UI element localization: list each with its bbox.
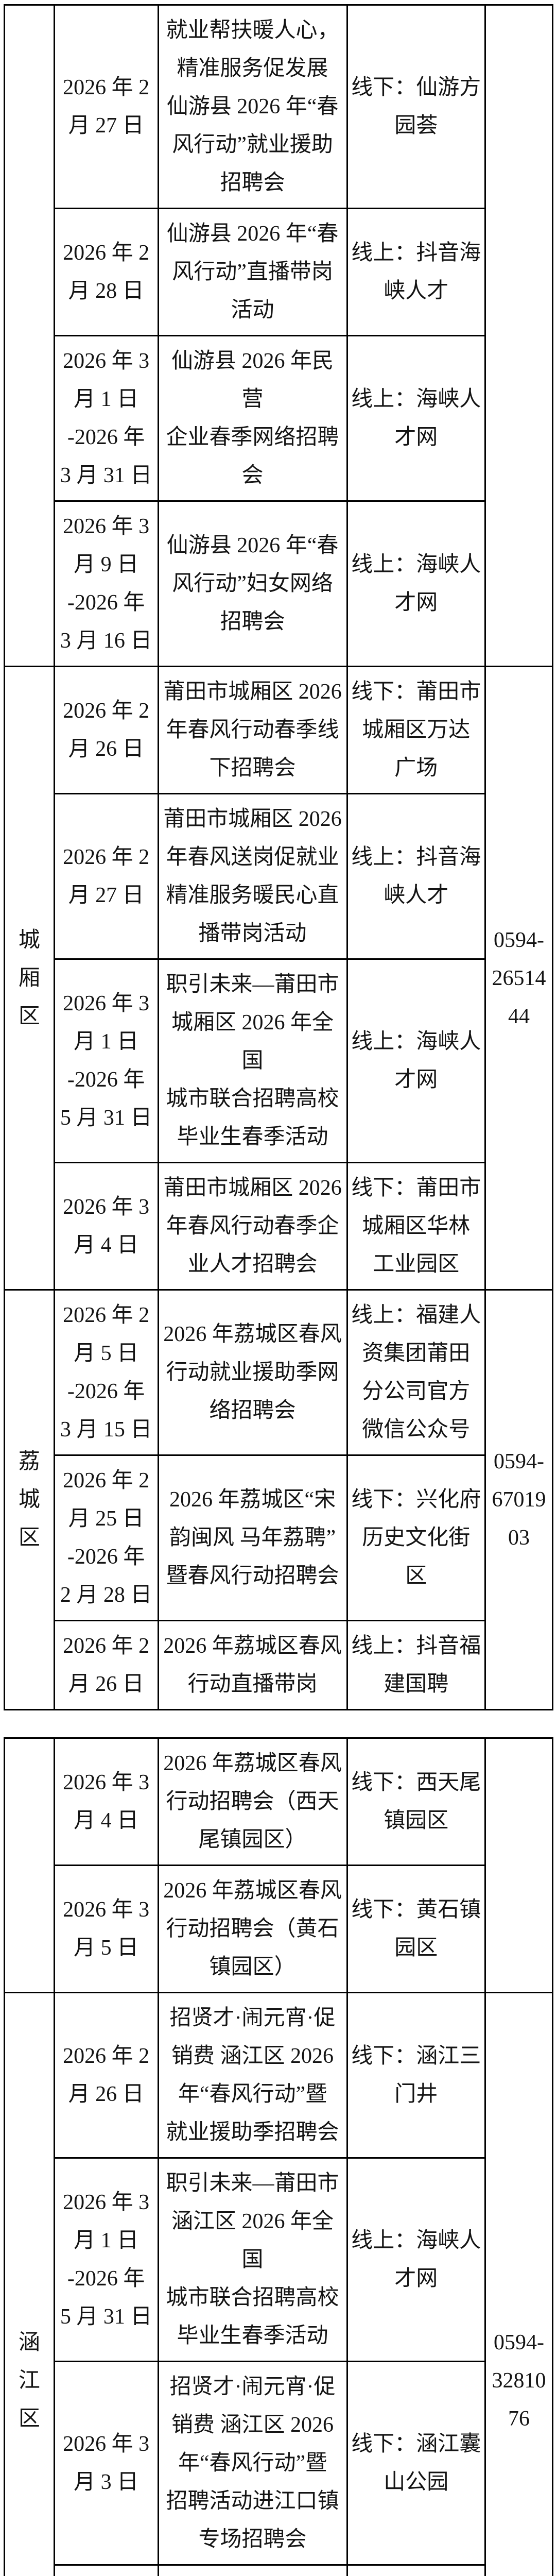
district-cell (4, 1737, 55, 1993)
location-cell: 线下：兴化府 历史文化街 区 (346, 1454, 486, 1621)
date-cell: 2026 年 2 月 27 日 (53, 793, 159, 960)
table-row: 2026 年 3 月 9 日 -2026 年 3 月 16 日 仙游县 2026… (5, 500, 553, 667)
location-cell: 线下：仙游方 园荟 (346, 4, 486, 209)
location-cell: 线下：莆田市 城厢区华林 工业园区 (346, 1162, 486, 1291)
event-cell: 2026 年荔城区“宋 韵闽风 马年荔聘” 暨春风行动招聘会 (157, 1454, 348, 1621)
table-row: 涵 江 区 2026 年 2 月 26 日 招贤才·闹元宵·促 销费 涵江区 2… (4, 1992, 554, 2576)
district-cell: 涵 江 区 (4, 1992, 55, 2576)
event-cell: 仙游县 2026 年民营 企业春季网络招聘 会 (157, 335, 348, 502)
location-cell: 线上：福建人 资集团莆田 分公司官方 微信公众号 (346, 1289, 486, 1456)
date-cell: 2026 年 3 月 1 日 -2026 年 5 月 31 日 (53, 958, 159, 1163)
phone-cell: 0594- 26514 44 (484, 666, 554, 1291)
location-cell: 线上：海峡人 才网 (346, 2157, 486, 2362)
table-row: 城 厢 区 2026 年 2 月 26 日 莆田市城厢区 2026 年春风行动春… (4, 666, 554, 1291)
event-cell: 仙游县 2026 年“春 风行动”直播带岗 活动 (157, 208, 348, 336)
table-row: 2026 年 3 月 4 日 2026 年荔城区春风 行动招聘会（西天 尾镇园区… (4, 1737, 554, 1993)
schedule-table-part-1: 2026 年 2 月 27 日 就业帮扶暖人心， 精准服务促发展 仙游县 202… (4, 4, 554, 1710)
event-cell: 职引未来—莆田市 涵江区 2026 年全国 城市联合招聘高校 毕业生春季活动 (157, 2157, 348, 2362)
date-cell: 2026 年 3 月 12 日 (53, 2564, 159, 2576)
date-cell: 2026 年 3 月 3 日 (53, 2361, 159, 2566)
table-row: 2026 年 3 月 1 日 -2026 年 5 月 31 日 职引未来—莆田市… (5, 2157, 553, 2362)
event-cell: 招贤才·闹元宵·促 销费 涵江区 2026 年“春风行动”暨 就业援助季招聘会 (157, 1992, 348, 2159)
phone-cell (484, 1737, 554, 1993)
table-row: 2026 年 3 月 1 日 -2026 年 3 月 31 日 仙游县 2026… (5, 335, 553, 502)
date-cell: 2026 年 2 月 5 日 -2026 年 3 月 15 日 (53, 1289, 159, 1456)
schedule-table-part-2: 2026 年 3 月 4 日 2026 年荔城区春风 行动招聘会（西天 尾镇园区… (4, 1737, 554, 2576)
event-cell: 职引未来—莆田市 城厢区 2026 年全国 城市联合招聘高校 毕业生春季活动 (157, 958, 348, 1163)
event-cell: 莆田市城厢区 2026 年春风送岗促就业 精准服务暖民心直 播带岗活动 (157, 793, 348, 960)
event-cell: 2026 年荔城区春风 行动招聘会（西天 尾镇园区） (157, 1737, 348, 1866)
date-cell: 2026 年 3 月 4 日 (53, 1737, 159, 1866)
event-cell: 莆田市城厢区 2026 年春风行动春季线 下招聘会 (157, 666, 348, 794)
location-cell: 线下：涵江三 门井 (346, 1992, 486, 2159)
event-cell: 就业帮扶暖人心， 精准服务促发展 仙游县 2026 年“春 风行动”就业援助 招… (157, 4, 348, 209)
page-break-gap (4, 1710, 553, 1737)
event-cell: 招贤才·闹元宵·促 销费 涵江区 2026 年“春风行动”暨 招聘活动进江口镇 … (157, 2361, 348, 2566)
location-cell: 线上：抖音海 峡人才 (346, 208, 486, 336)
date-cell: 2026 年 3 月 9 日 -2026 年 3 月 16 日 (53, 500, 159, 667)
event-cell: 2026 年荔城区春风 行动就业援助季网 络招聘会 (157, 1289, 348, 1456)
table-row: 2026 年 3 月 5 日 2026 年荔城区春风 行动招聘会（黄石 镇园区）… (5, 1865, 553, 1993)
location-cell: 线上：抖音海 峡人才 (346, 793, 486, 960)
location-cell: 线下：涵江白 塘湖公园 (346, 2564, 486, 2576)
date-cell: 2026 年 2 月 28 日 (53, 208, 159, 336)
date-cell: 2026 年 2 月 27 日 (53, 4, 159, 209)
date-cell: 2026 年 3 月 4 日 (53, 1162, 159, 1291)
date-cell: 2026 年 2 月 26 日 (53, 1620, 159, 1710)
location-cell: 线下：西天尾 镇园区 (346, 1737, 486, 1866)
event-cell: 2026 年荔城区春风 行动直播带岗 (157, 1620, 348, 1710)
event-cell: 仙游县 2026 年“春 风行动”妇女网络 招聘会 (157, 500, 348, 667)
phone-cell: 0594- 67019 03 (484, 1289, 554, 1710)
district-cell: 荔 城 区 (4, 1289, 55, 1710)
table-row: 2026 年 3 月 3 日 招贤才·闹元宵·促 销费 涵江区 2026 年“春… (5, 2361, 553, 2566)
location-cell: 线下：莆田市 城厢区万达 广场 (346, 666, 486, 794)
phone-cell (484, 4, 554, 667)
table-row: 2026 年 2 月 28 日 仙游县 2026 年“春 风行动”直播带岗 活动… (5, 208, 553, 336)
table-row: 2026 年 2 月 26 日 2026 年荔城区春风 行动直播带岗 线上：抖音… (5, 1620, 553, 1710)
table-row: 荔 城 区 2026 年 2 月 5 日 -2026 年 3 月 15 日 20… (4, 1289, 554, 1710)
table-row: 2026 年 3 月 12 日 招贤才·闹元宵·促 销费 涵江区 2026 年“… (5, 2564, 553, 2576)
date-cell: 2026 年 3 月 1 日 -2026 年 3 月 31 日 (53, 335, 159, 502)
event-cell: 2026 年荔城区春风 行动招聘会（黄石 镇园区） (157, 1865, 348, 1993)
table-row: 2026 年 3 月 4 日 莆田市城厢区 2026 年春风行动春季企 业人才招… (5, 1162, 553, 1291)
district-cell: 城 厢 区 (4, 666, 55, 1291)
date-cell: 2026 年 3 月 5 日 (53, 1865, 159, 1993)
location-cell: 线上：海峡人 才网 (346, 335, 486, 502)
location-cell: 线下：黄石镇 园区 (346, 1865, 486, 1993)
table-row: 2026 年 3 月 1 日 -2026 年 5 月 31 日 职引未来—莆田市… (5, 958, 553, 1163)
phone-cell: 0594- 32810 76 (484, 1992, 554, 2576)
location-cell: 线上：海峡人 才网 (346, 500, 486, 667)
district-cell (4, 4, 55, 667)
location-cell: 线下：涵江囊 山公园 (346, 2361, 486, 2566)
location-cell: 线上：海峡人 才网 (346, 958, 486, 1163)
event-cell: 莆田市城厢区 2026 年春风行动春季企 业人才招聘会 (157, 1162, 348, 1291)
location-cell: 线上：抖音福 建国聘 (346, 1620, 486, 1710)
table-row: 2026 年 2 月 25 日 -2026 年 2 月 28 日 2026 年荔… (5, 1454, 553, 1621)
table-row: 2026 年 2 月 27 日 莆田市城厢区 2026 年春风送岗促就业 精准服… (5, 793, 553, 960)
date-cell: 2026 年 2 月 26 日 (53, 666, 159, 794)
date-cell: 2026 年 2 月 25 日 -2026 年 2 月 28 日 (53, 1454, 159, 1621)
event-cell: 招贤才·闹元宵·促 销费 涵江区 2026 年“春风行动”暨 招聘活动进白塘镇 … (157, 2564, 348, 2576)
date-cell: 2026 年 3 月 1 日 -2026 年 5 月 31 日 (53, 2157, 159, 2362)
date-cell: 2026 年 2 月 26 日 (53, 1992, 159, 2159)
table-row: 2026 年 2 月 27 日 就业帮扶暖人心， 精准服务促发展 仙游县 202… (4, 4, 554, 667)
